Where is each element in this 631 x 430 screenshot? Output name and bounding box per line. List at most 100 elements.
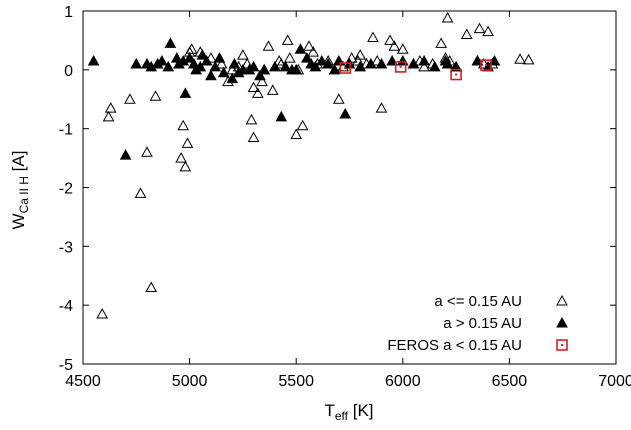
data-point <box>418 60 430 72</box>
data-point <box>237 49 249 60</box>
data-point <box>119 149 132 160</box>
x-axis-label-unit: [K] <box>348 401 374 420</box>
data-point <box>328 63 341 75</box>
data-point <box>213 52 226 63</box>
legend-marker-series-2 <box>556 316 568 328</box>
y-tick-label: -5 <box>59 357 73 374</box>
series-2-points <box>87 37 501 160</box>
data-point <box>134 187 147 198</box>
data-point <box>435 37 448 48</box>
data-point <box>384 34 396 45</box>
y-axis-label-main: W <box>9 213 28 229</box>
legend-marker-series-3-box <box>556 339 568 351</box>
x-tick-label: 5000 <box>172 373 208 390</box>
x-tick-label: 5500 <box>278 373 314 390</box>
y-tick-label: -1 <box>59 122 73 139</box>
legend-markers <box>556 294 568 351</box>
data-point <box>215 57 228 69</box>
data-point <box>339 62 352 74</box>
data-point <box>256 75 268 87</box>
y-tick-label: -3 <box>59 239 73 256</box>
data-point <box>247 131 260 142</box>
legend-label-series-2: a > 0.15 AU <box>443 315 522 332</box>
data-point-box <box>480 59 492 71</box>
data-point <box>200 54 213 66</box>
data-point <box>418 54 430 66</box>
data-point <box>371 54 384 66</box>
data-point <box>247 81 260 92</box>
data-point <box>281 34 294 45</box>
data-point <box>228 57 241 69</box>
data-point <box>162 60 175 72</box>
data-point <box>322 57 335 69</box>
data-point <box>183 52 196 63</box>
data-point <box>251 87 264 98</box>
data-point <box>315 54 328 66</box>
data-point <box>279 60 292 72</box>
data-point <box>217 66 230 78</box>
data-point <box>441 57 454 69</box>
data-point <box>258 63 271 75</box>
legend-marker-series-3-dot <box>561 344 563 346</box>
data-point <box>175 152 187 163</box>
data-point <box>407 57 420 69</box>
data-point <box>141 146 153 157</box>
data-point <box>303 40 315 51</box>
y-tick-label: -4 <box>59 298 73 315</box>
data-point <box>262 40 275 51</box>
y-axis-label: WCa II H [A] <box>9 151 31 230</box>
x-axis-label-sub: eff <box>335 409 349 423</box>
data-point <box>394 61 407 73</box>
data-point <box>87 54 100 66</box>
data-point <box>181 137 194 148</box>
y-tick-label: 1 <box>64 4 73 21</box>
data-point <box>294 43 307 54</box>
data-point-box <box>450 68 462 81</box>
data-point <box>149 90 162 101</box>
data-point <box>290 128 303 140</box>
data-points <box>87 12 535 319</box>
data-point <box>177 119 190 131</box>
data-point <box>124 93 136 104</box>
data-point <box>473 22 486 34</box>
axis-ticks <box>82 10 617 365</box>
y-axis-label-unit: [A] <box>9 151 28 177</box>
data-point <box>296 119 309 131</box>
data-point <box>226 72 239 84</box>
x-axis-label-main: T <box>324 401 334 420</box>
x-tick-label: 6500 <box>492 373 528 390</box>
data-point <box>156 54 168 66</box>
data-point-box <box>339 62 352 74</box>
data-point <box>196 49 209 60</box>
data-point <box>205 69 217 81</box>
y-tick-label: -2 <box>59 181 73 198</box>
legend-marker-series-1 <box>556 294 568 306</box>
legend-label-series-1: a <= 0.15 AU <box>434 293 522 310</box>
data-point <box>145 281 158 293</box>
data-point <box>245 113 258 125</box>
data-point <box>247 60 260 72</box>
data-point <box>307 46 320 57</box>
data-point <box>194 60 207 72</box>
data-point-dot <box>455 73 458 76</box>
x-tick-label: 7000 <box>598 373 631 390</box>
data-point <box>275 57 288 69</box>
data-point <box>339 107 352 119</box>
data-point <box>205 52 217 63</box>
data-point-dot <box>344 67 347 70</box>
data-point <box>460 28 473 40</box>
data-point <box>354 49 367 60</box>
y-axis-label-sub: Ca II H <box>17 176 31 213</box>
data-point <box>332 93 345 104</box>
data-point <box>354 60 367 72</box>
data-point <box>290 63 303 75</box>
data-point <box>283 52 296 63</box>
x-axis-label: Teff [K] <box>324 401 373 423</box>
data-point <box>386 54 398 66</box>
data-point <box>130 57 143 69</box>
data-point <box>450 68 462 81</box>
legend: a <= 0.15 AU a > 0.15 AU FEROS a < 0.15 … <box>387 293 568 354</box>
data-point <box>388 40 401 51</box>
data-point <box>396 43 409 54</box>
